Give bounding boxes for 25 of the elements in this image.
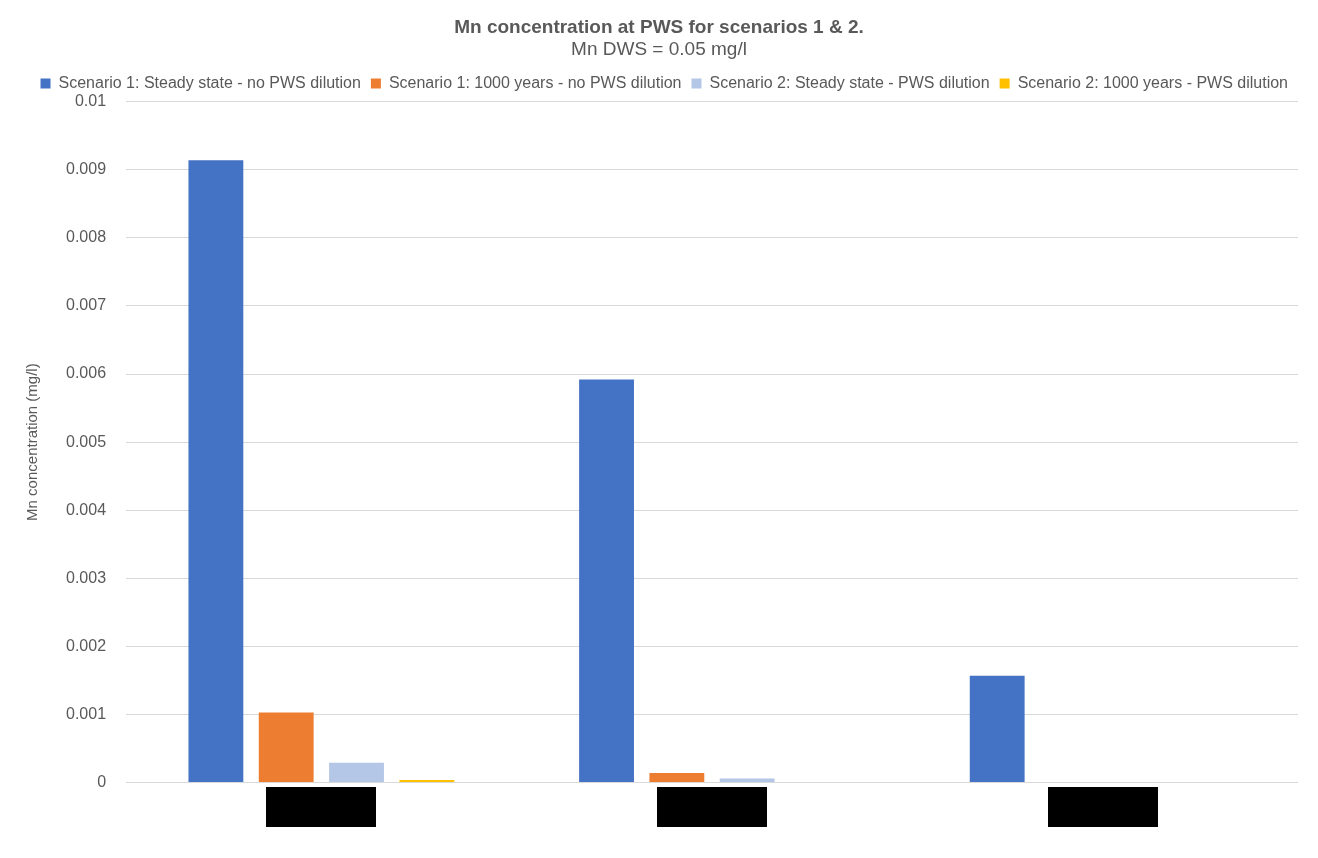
y-axis-title: Mn concentration (mg/l): [23, 363, 41, 521]
y-tick-label: 0.002: [65, 636, 107, 654]
y-tick-label: 0.01: [74, 92, 107, 110]
legend-label: Scenario 1: 1000 years - no PWS dilution: [388, 74, 682, 92]
chart-title: Mn concentration at PWS for scenarios 1 & 2.: [454, 15, 864, 37]
y-tick-label: 0.009: [65, 160, 107, 178]
y-tick-label: 0.004: [65, 500, 107, 518]
chart-subtitle: Mn DWS = 0.05 mg/l: [571, 38, 747, 60]
y-tick-label: 0.008: [65, 228, 107, 246]
y-tick-label: 0.005: [65, 432, 107, 450]
y-tick-label: 0.007: [65, 296, 107, 314]
bar: [649, 773, 705, 783]
y-tick-label: 0.003: [65, 568, 107, 586]
legend-label: Scenario 1: Steady state - no PWS dilution: [58, 74, 361, 92]
bar: [579, 379, 634, 783]
y-tick-label: 0.006: [65, 364, 107, 382]
bar: [399, 779, 455, 783]
legend-label: Scenario 2: 1000 years - PWS dilution: [1017, 74, 1288, 92]
y-tick-label: 0: [97, 773, 107, 791]
bar: [969, 675, 1025, 783]
bar: [258, 712, 314, 783]
bar: [188, 160, 244, 783]
y-tick-label: 0.001: [65, 704, 107, 722]
legend-label: Scenario 2: Steady state - PWS dilution: [709, 74, 990, 92]
bar: [329, 762, 384, 783]
